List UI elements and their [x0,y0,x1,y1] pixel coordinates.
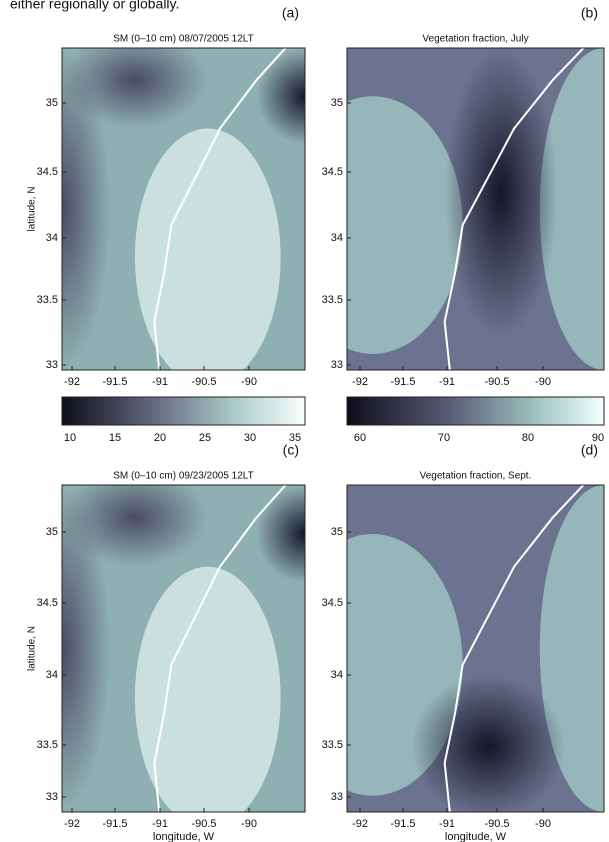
map-image [62,485,305,812]
y-tick-label: 34.5 [322,166,343,178]
panel-title: Vegetation fraction, Sept. [420,471,532,482]
panel-title: SM (0–10 cm) 09/23/2005 12LT [113,471,253,482]
colorbar-tick-label: 10 [64,432,76,444]
map-dark [411,674,566,812]
x-tick-label: -92 [64,818,80,830]
x-tick-label: -90 [241,818,257,830]
map-layers [62,48,305,370]
colorbar-tick-label: 70 [438,432,450,444]
river [443,485,585,812]
map-dark [62,48,208,129]
y-tick-label: 33.5 [322,739,343,751]
colorbar-tick-label: 80 [522,432,534,444]
map-layers [347,485,604,812]
y-tick-label: 34 [46,232,58,244]
x-tick-label: -91 [152,376,168,388]
river [153,485,287,812]
x-tick-label: -90 [535,818,551,830]
y-tick-label: 33 [46,791,58,803]
map-image [62,48,305,370]
y-tick-label: 33.5 [37,294,58,306]
colorbar [61,396,306,426]
map-frame [61,484,306,813]
x-axis-label: longitude, W [153,831,215,842]
river [153,48,287,370]
river [443,48,585,370]
x-tick-label: -90.5 [484,818,509,830]
colorbar-tick-label: 20 [154,432,166,444]
y-tick-label: 35 [331,526,343,538]
y-tick-label: 34.5 [37,597,58,609]
map-light [134,566,281,812]
x-tick-label: -91.5 [102,818,127,830]
x-tick-label: -92 [64,376,80,388]
y-tick-label: 33 [331,791,343,803]
y-tick-label: 33.5 [37,739,58,751]
map-light [134,128,281,370]
y-axis-label: latitude, N [27,626,38,671]
y-axis-label: latitude, N [27,186,38,231]
x-axis-label: longitude, W [445,831,507,842]
y-tick-label: 34 [331,669,343,681]
x-tick-label: -91.5 [102,376,127,388]
colorbar-tick-label: 60 [354,432,366,444]
map-layers [62,485,305,812]
colorbar [346,396,605,426]
x-tick-label: -92 [352,376,368,388]
panel-label: (a) [282,5,299,21]
colorbar-tick-label: 25 [199,432,211,444]
map-dark [256,485,305,584]
y-tick-label: 34 [46,669,58,681]
x-tick-label: -90.5 [484,376,509,388]
x-tick-label: -91 [439,818,455,830]
x-tick-label: -91.5 [390,818,415,830]
y-tick-label: 34 [331,232,343,244]
map-dark [62,485,111,812]
map-image [347,48,604,370]
y-tick-label: 33 [46,359,58,371]
map-frame [346,484,605,813]
header-text: either regionally or globally. [10,0,179,12]
colorbar-tick-label: 30 [244,432,256,444]
y-tick-label: 34.5 [37,166,58,178]
x-tick-label: -90 [241,376,257,388]
y-tick-label: 34.5 [322,597,343,609]
y-tick-label: 35 [331,97,343,109]
map-dark [62,485,208,567]
map-layers [347,48,604,370]
y-tick-label: 33 [331,359,343,371]
map-dark [62,48,111,370]
panel-title: SM (0–10 cm) 08/07/2005 12LT [113,34,253,45]
x-tick-label: -90.5 [191,818,216,830]
map-light [539,48,604,370]
colorbar-tick-label: 15 [109,432,121,444]
map-dark [256,48,305,145]
map-image [347,485,604,812]
panel-label: (d) [581,442,598,458]
y-tick-label: 33.5 [322,294,343,306]
panel-title: Vegetation fraction, July [422,34,528,45]
colorbar-tick-label: 90 [592,432,604,444]
y-tick-label: 35 [46,526,58,538]
x-tick-label: -92 [352,818,368,830]
map-dark [444,48,558,338]
map-light [347,96,463,354]
panel-label: (c) [283,442,299,458]
x-tick-label: -91 [152,818,168,830]
map-frame [346,47,605,371]
x-tick-label: -90 [535,376,551,388]
panel-label: (b) [581,5,598,21]
colorbar-tick-label: 35 [289,432,301,444]
y-tick-label: 35 [46,97,58,109]
x-tick-label: -90.5 [191,376,216,388]
x-tick-label: -91.5 [390,376,415,388]
map-frame [61,47,306,371]
x-tick-label: -91 [439,376,455,388]
